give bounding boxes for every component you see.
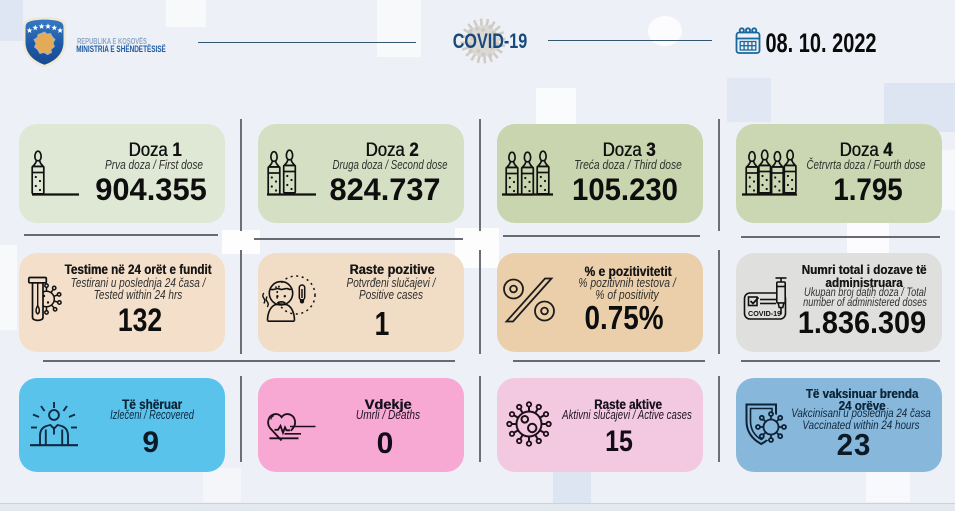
svg-text:COVID-19: COVID-19: [748, 309, 781, 318]
